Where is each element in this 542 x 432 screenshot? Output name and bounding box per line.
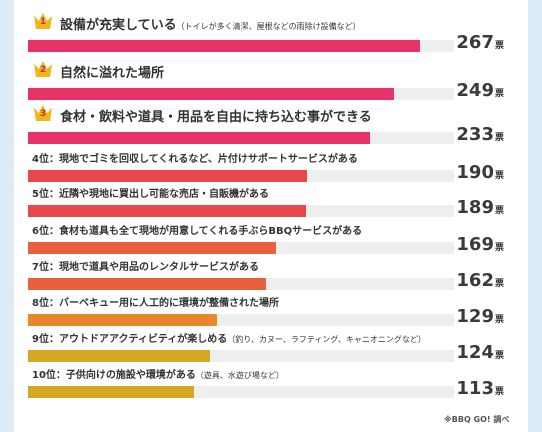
rank-text: 現地で道具や用品のレンタルサービスがある [58,262,259,273]
value-number: 162 [456,270,494,291]
rank-position: 10位： [32,370,66,381]
bar-track [28,386,454,398]
bar-value: 249票 [456,80,504,101]
bar-value: 233票 [456,124,504,145]
crown-icon [34,61,52,77]
rank-position: 4位： [32,154,59,165]
bar-track [28,132,454,144]
value-number: 267 [456,32,494,53]
rank-label: 5位：近隣や現地に買出し可能な売店・自販機がある [32,185,269,200]
rank-subtext: （釣り、カヌー、ラフティング、キャニオニングなど） [227,335,426,344]
bar-track [28,350,454,362]
rank-row: 8位：バーベキュー用に人工的に環境が整備された場所 129票 [14,292,528,328]
value-number: 189 [456,197,494,218]
value-unit: 票 [494,171,504,181]
rank-text: 現地でゴミを回収してくれるなど、片付けサポートサービスがある [58,154,358,165]
rank-row: 10位：子供向けの施設や環境がある（遊具、水遊び場など） 113票 [14,364,528,400]
value-unit: 票 [494,351,504,361]
bar-track [28,40,454,52]
bar-value: 267票 [456,32,504,53]
value-number: 190 [456,162,494,183]
value-unit: 票 [494,89,504,99]
rank-subtext: （トイレが多く清潔、屋根などの雨除け設備など） [176,22,361,31]
rank-label: 6位：食材も道具も全て現地が用意してくれる手ぶらBBQサービスがある [32,222,362,237]
rank-row: 7位：現地で道具や用品のレンタルサービスがある 162票 [14,256,528,292]
crown-icon [34,105,52,121]
rank-row: 4位：現地でゴミを回収してくれるなど、片付けサポートサービスがある 190票 [14,148,528,184]
bar-value: 129票 [456,306,504,327]
value-unit: 票 [494,41,504,51]
rank-label: 10位：子供向けの施設や環境がある（遊具、水遊び場など） [32,366,284,381]
rank-badge-number: 1 [39,17,47,27]
bar-value: 162票 [456,270,504,291]
value-number: 233 [456,124,494,145]
value-unit: 票 [494,387,504,397]
bar-track [28,242,454,254]
value-unit: 票 [494,133,504,143]
bar-track [28,205,454,217]
value-number: 129 [456,306,494,327]
rank-text: 食材も道具も全て現地が用意してくれる手ぶらBBQサービスがある [58,226,363,237]
bar-fill [28,242,276,254]
rank-position: 6位： [32,226,59,237]
rank-row: 6位：食材も道具も全て現地が用意してくれる手ぶらBBQサービスがある 169票 [14,220,528,256]
rank-position: 7位： [32,262,59,273]
rank-position: 5位： [32,189,59,200]
rank-label: 自然に溢れた場所 [60,62,164,81]
bar-fill [28,386,194,398]
bar-track [28,88,454,100]
bar-fill [28,350,210,362]
bar-value: 124票 [456,342,504,363]
value-number: 124 [456,342,494,363]
value-number: 113 [456,378,494,399]
bar-fill [28,132,370,144]
bar-value: 113票 [456,378,504,399]
bar-fill [28,88,394,100]
ranking-card: 1 設備が充実している（トイレが多く清潔、屋根などの雨除け設備など） 267票 2 自然… [14,0,528,432]
value-number: 169 [456,234,494,255]
rank-text: 子供向けの施設や環境がある [65,370,196,381]
value-unit: 票 [494,279,504,289]
rank-row: 1 設備が充実している（トイレが多く清潔、屋根などの雨除け設備など） 267票 [14,10,528,53]
rank-row: 5位：近隣や現地に買出し可能な売店・自販機がある 189票 [14,183,528,219]
rank-badge-number: 2 [39,65,47,75]
bar-fill [28,170,307,182]
source-footnote: ※BBQ GO! 調べ [444,415,510,424]
rank-text: 自然に溢れた場所 [60,66,165,81]
rank-subtext: （遊具、水遊び場など） [195,371,284,380]
rank-row: 2 自然に溢れた場所 249票 [14,58,528,101]
rank-label: 4位：現地でゴミを回収してくれるなど、片付けサポートサービスがある [32,150,358,165]
bar-track [28,314,454,326]
value-number: 249 [456,80,494,101]
value-unit: 票 [494,315,504,325]
rank-label: 9位：アウトドアアクティビティが楽しめる（釣り、カヌー、ラフティング、キャニオニ… [32,330,426,345]
rank-text: 近隣や現地に買出し可能な売店・自販機がある [58,189,269,200]
bar-value: 190票 [456,162,504,183]
value-unit: 票 [494,243,504,253]
rank-position: 8位： [32,298,59,309]
rank-row: 3 食材・飲料や道具・用品を自由に持ち込む事ができる 233票 [14,102,528,145]
rank-label: 設備が充実している（トイレが多く清潔、屋根などの雨除け設備など） [60,14,361,33]
rank-label: 7位：現地で道具や用品のレンタルサービスがある [32,258,259,273]
bar-track [28,170,454,182]
rank-badge-number: 3 [39,109,47,119]
rank-text: バーベキュー用に人工的に環境が整備された場所 [58,298,279,309]
value-unit: 票 [494,206,504,216]
rank-text: アウトドアアクティビティが楽しめる [58,334,228,345]
bar-fill [28,205,306,217]
bar-track [28,278,454,290]
crown-icon [34,13,52,29]
rank-text: 設備が充実している [60,18,177,33]
rank-text: 食材・飲料や道具・用品を自由に持ち込む事ができる [60,110,372,125]
bar-fill [28,278,266,290]
bar-value: 189票 [456,197,504,218]
rank-label: 食材・飲料や道具・用品を自由に持ち込む事ができる [60,106,372,125]
rank-row: 9位：アウトドアアクティビティが楽しめる（釣り、カヌー、ラフティング、キャニオニ… [14,328,528,364]
bar-fill [28,40,420,52]
rank-position: 9位： [32,334,59,345]
bar-fill [28,314,217,326]
bar-value: 169票 [456,234,504,255]
rank-label: 8位：バーベキュー用に人工的に環境が整備された場所 [32,294,279,309]
